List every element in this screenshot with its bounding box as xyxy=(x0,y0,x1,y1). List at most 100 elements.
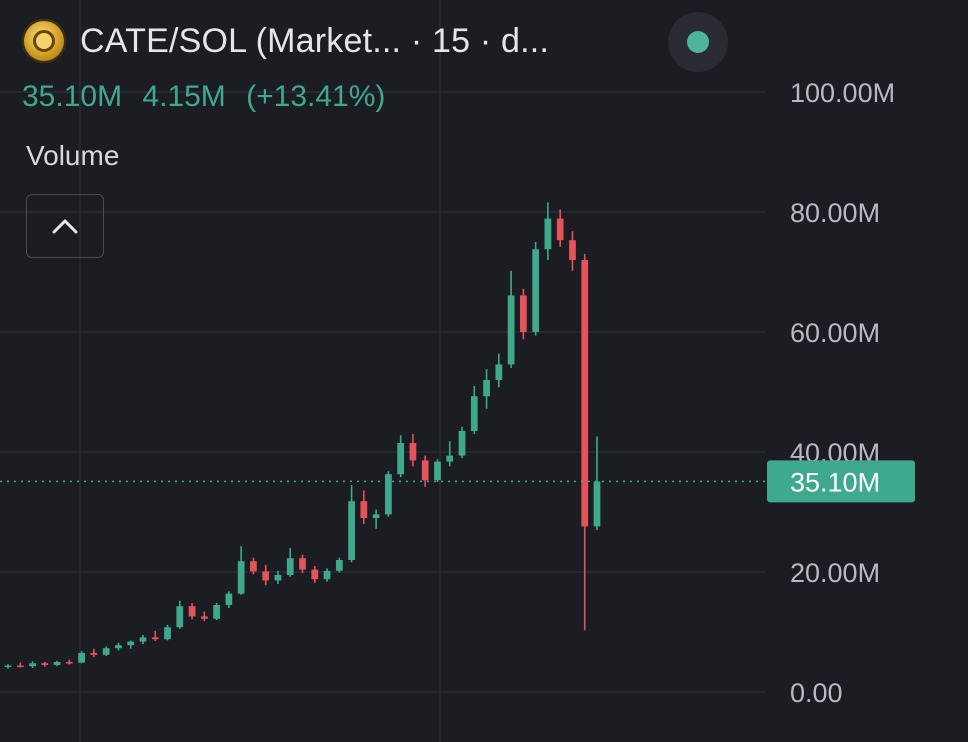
candle-body xyxy=(237,561,245,594)
candle xyxy=(102,646,110,656)
current-price-label: 35.10M xyxy=(790,467,880,497)
candle xyxy=(90,648,98,658)
candle-body xyxy=(164,627,171,640)
candle-body xyxy=(348,501,355,560)
candle-body xyxy=(372,514,380,518)
candle xyxy=(323,568,331,582)
y-tick-label: 60.00M xyxy=(790,318,880,348)
candle xyxy=(311,566,319,583)
candle-body xyxy=(446,455,454,462)
candle-body xyxy=(470,396,478,431)
candle xyxy=(495,353,503,388)
candle xyxy=(115,642,122,651)
candle-body xyxy=(311,569,319,580)
candle-body xyxy=(225,593,233,605)
candle-body xyxy=(78,653,85,663)
candle-body xyxy=(556,218,564,241)
candle xyxy=(262,564,270,586)
candle xyxy=(556,209,564,247)
candle xyxy=(299,554,306,574)
y-tick-label: 80.00M xyxy=(790,198,880,228)
symbol-title[interactable]: CATE/SOL (Market... · 15 · d... xyxy=(80,21,550,60)
market-status-indicator[interactable] xyxy=(668,12,728,72)
status-dot-icon xyxy=(687,31,709,53)
candle xyxy=(29,661,36,668)
candle-body xyxy=(495,364,503,380)
candle xyxy=(213,603,220,620)
candle-body xyxy=(520,295,527,332)
candle xyxy=(409,434,417,467)
candle-body xyxy=(4,665,12,668)
candle-body xyxy=(102,648,110,655)
candle-body xyxy=(250,561,257,572)
candle xyxy=(127,640,135,649)
candle-body xyxy=(151,637,159,640)
candle xyxy=(434,459,441,482)
candle xyxy=(250,557,257,575)
candle xyxy=(348,485,355,563)
candle-body xyxy=(532,249,540,332)
candle-body xyxy=(274,575,282,581)
candle-body xyxy=(593,481,601,527)
candle xyxy=(569,231,576,271)
candle xyxy=(225,591,233,608)
candle xyxy=(397,435,405,478)
current-price-marker: 35.10M xyxy=(0,460,915,503)
candle-body xyxy=(458,431,466,456)
candle-body xyxy=(335,560,343,571)
candle xyxy=(65,659,73,665)
candle xyxy=(532,242,540,336)
candle-body xyxy=(434,461,441,481)
candle-body xyxy=(188,606,196,617)
candle xyxy=(4,664,12,669)
candles xyxy=(4,202,601,669)
candle xyxy=(274,570,282,584)
candle-body xyxy=(41,663,49,665)
candle xyxy=(458,426,466,458)
collapse-indicators-button[interactable] xyxy=(26,194,104,258)
candle xyxy=(372,509,380,529)
candle xyxy=(286,548,294,577)
chevron-up-icon xyxy=(52,219,78,234)
candle xyxy=(385,471,392,517)
candle xyxy=(544,202,552,260)
candle-body xyxy=(409,443,417,461)
volume-indicator-label[interactable]: Volume xyxy=(26,140,120,171)
candle xyxy=(446,441,454,467)
candle xyxy=(200,611,208,622)
candle-body xyxy=(200,616,208,619)
candle-body xyxy=(213,605,220,619)
candle-body xyxy=(115,645,122,649)
candle-body xyxy=(65,662,73,664)
candle-body xyxy=(569,240,576,260)
candle xyxy=(139,635,147,644)
candle-body xyxy=(360,501,368,518)
candle-body xyxy=(385,474,392,515)
candle-body xyxy=(127,641,135,646)
candle-body xyxy=(483,380,490,397)
candle-body xyxy=(53,662,61,665)
candle-body xyxy=(507,295,515,365)
candle-body xyxy=(176,606,184,628)
candle xyxy=(483,369,490,409)
candle-body xyxy=(139,637,147,642)
candle xyxy=(237,546,245,595)
grid-lines xyxy=(0,0,765,742)
candle xyxy=(188,603,196,620)
last-price: 35.10M xyxy=(22,80,123,113)
candle-body xyxy=(16,665,24,668)
price-change: 4.15M xyxy=(142,80,226,113)
current-price-tag xyxy=(767,460,915,503)
candle-body xyxy=(581,260,589,527)
candle xyxy=(520,288,527,340)
candle-body xyxy=(299,558,306,570)
candle-body xyxy=(544,218,552,250)
candle xyxy=(41,662,49,667)
candle xyxy=(593,436,601,530)
candle-body xyxy=(29,663,36,667)
chart-header: CATE/SOL (Market... · 15 · d... xyxy=(22,18,549,64)
coin-logo-icon[interactable] xyxy=(22,19,66,63)
